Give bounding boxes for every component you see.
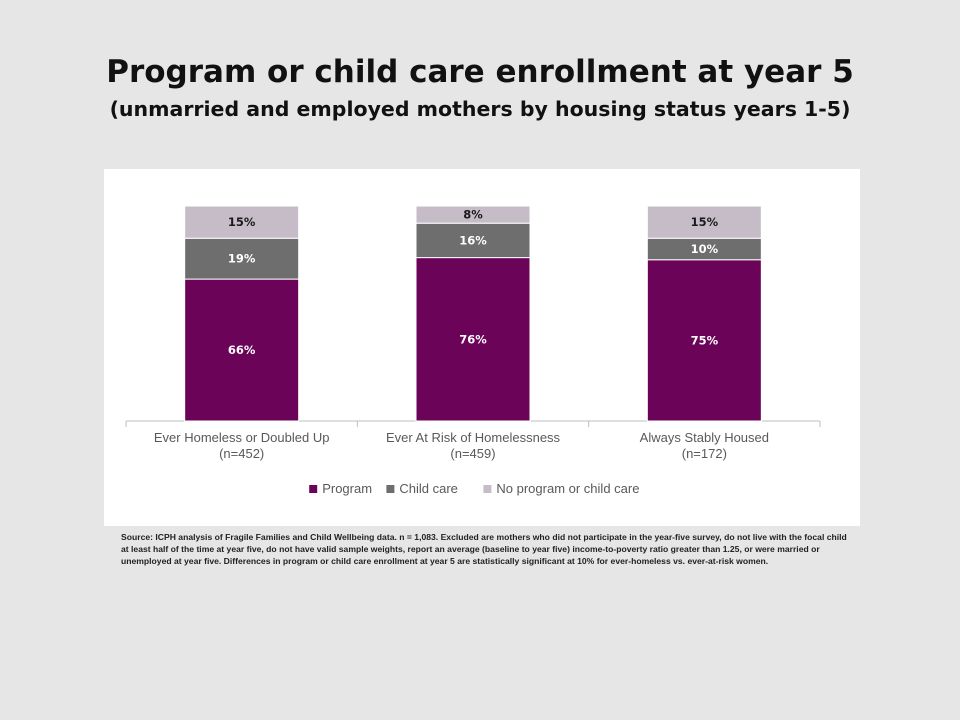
category-label: Always Stably Housed bbox=[640, 430, 769, 445]
bar-segment-child-care bbox=[184, 237, 300, 280]
slide-subtitle: (unmarried and employed mothers by housi… bbox=[109, 97, 851, 121]
data-label: 66% bbox=[228, 343, 256, 357]
bar-segment-no-program-or-child-care bbox=[415, 205, 531, 224]
bar-segment-no-program-or-child-care bbox=[646, 205, 762, 239]
legend-label: No program or child care bbox=[496, 481, 639, 496]
data-label: 76% bbox=[459, 332, 487, 346]
legend-label: Child care bbox=[399, 481, 458, 496]
bar-segment-program bbox=[646, 259, 762, 422]
data-label: 15% bbox=[228, 215, 256, 229]
data-label: 16% bbox=[459, 233, 487, 247]
legend-swatch bbox=[309, 485, 318, 493]
data-label: 15% bbox=[691, 215, 719, 229]
category-label: (n=459) bbox=[450, 446, 495, 461]
legend-swatch bbox=[386, 485, 395, 493]
category-label: (n=172) bbox=[682, 446, 727, 461]
data-label: 75% bbox=[691, 333, 719, 347]
category-label: (n=452) bbox=[219, 446, 264, 461]
legend-label: Program bbox=[322, 481, 372, 496]
bar-segment-no-program-or-child-care bbox=[184, 205, 300, 239]
category-label: Ever Homeless or Doubled Up bbox=[154, 430, 330, 445]
data-label: 8% bbox=[463, 208, 483, 222]
data-label: 19% bbox=[228, 252, 256, 266]
bar-segment-program bbox=[184, 278, 300, 422]
chart-panel: 66% 19% 15% Ever Homeless or Doubled Up (n=4… bbox=[104, 169, 860, 526]
legend-swatch bbox=[483, 485, 492, 493]
data-label: 10% bbox=[691, 242, 719, 256]
slide-title: Program or child care enrollment at year… bbox=[106, 54, 854, 90]
source-note: Source: ICPH analysis of Fragile Familie… bbox=[121, 532, 847, 566]
category-label: Ever At Risk of Homelessness bbox=[386, 430, 561, 445]
stacked-bar-chart: 66%19%15%Ever Homeless or Doubled Up(n=4… bbox=[125, 205, 821, 496]
